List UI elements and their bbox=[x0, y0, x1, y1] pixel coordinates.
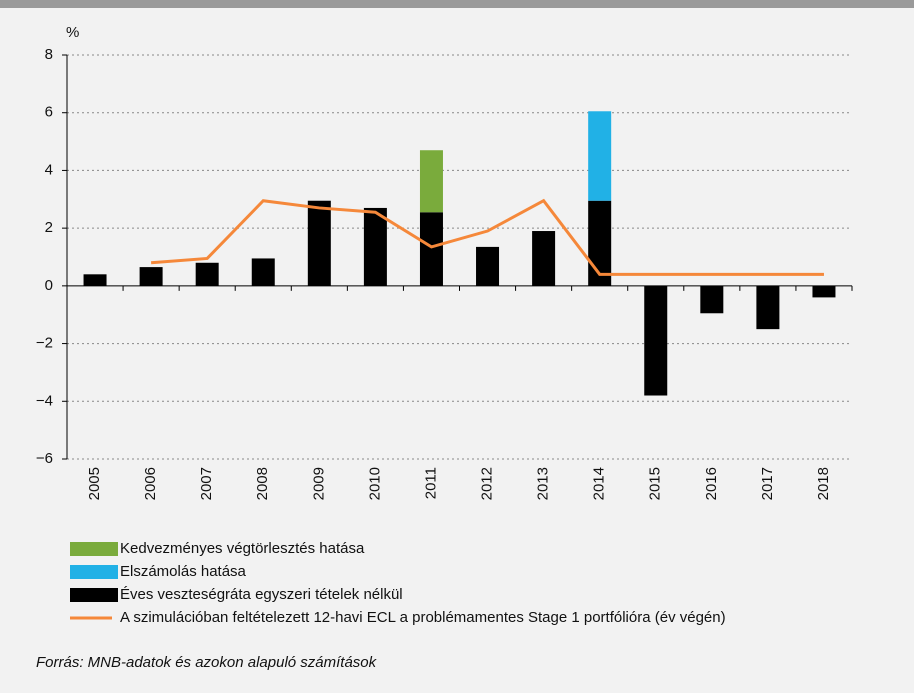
legend-swatch bbox=[70, 542, 118, 556]
y-tick-label: −2 bbox=[36, 335, 53, 352]
x-tick-label: 2007 bbox=[198, 467, 215, 500]
legend-label: A szimulációban feltételezett 12-havi EC… bbox=[120, 609, 726, 626]
bar bbox=[812, 285, 836, 298]
source: Forrás: MNB-adatok és azokon alapuló szá… bbox=[36, 654, 378, 671]
x-tick-label: 2013 bbox=[535, 467, 552, 500]
legend-label: Éves veszteségráta egyszeri tételek nélk… bbox=[120, 586, 403, 603]
bar bbox=[588, 111, 612, 201]
bar bbox=[251, 258, 275, 286]
legend-swatch bbox=[70, 588, 118, 602]
x-tick-label: 2016 bbox=[703, 467, 720, 500]
bar bbox=[307, 200, 331, 286]
bar bbox=[644, 285, 668, 396]
bar bbox=[83, 274, 107, 286]
legend-swatch bbox=[70, 565, 118, 579]
bar bbox=[139, 267, 163, 286]
bar bbox=[700, 285, 724, 314]
x-tick-label: 2011 bbox=[422, 467, 439, 499]
x-tick-label: 2014 bbox=[591, 467, 608, 500]
y-tick-label: 6 bbox=[45, 104, 53, 121]
x-tick-label: 2005 bbox=[86, 467, 103, 500]
y-tick-label: 8 bbox=[45, 46, 53, 63]
y-tick-label: 4 bbox=[45, 161, 53, 178]
bar bbox=[532, 231, 556, 286]
legend-label: Kedvezményes végtörlesztés hatása bbox=[120, 540, 365, 557]
top-bar bbox=[0, 0, 914, 8]
bar bbox=[363, 207, 387, 286]
y-tick-label: 2 bbox=[45, 219, 53, 236]
y-tick-label: −6 bbox=[36, 450, 53, 467]
bar bbox=[476, 246, 500, 286]
bar bbox=[756, 285, 780, 330]
x-tick-label: 2010 bbox=[366, 467, 383, 500]
bar bbox=[419, 150, 443, 213]
bar bbox=[419, 212, 443, 286]
bar bbox=[195, 262, 219, 286]
x-tick-label: 2017 bbox=[759, 467, 776, 500]
x-tick-label: 2012 bbox=[479, 467, 496, 500]
y-tick-label: 0 bbox=[45, 277, 53, 294]
x-tick-label: 2015 bbox=[647, 467, 664, 500]
x-tick-label: 2018 bbox=[815, 467, 832, 500]
x-tick-label: 2006 bbox=[142, 467, 159, 500]
x-tick-label: 2009 bbox=[310, 467, 327, 500]
y-tick-label: −4 bbox=[36, 392, 53, 409]
y-unit: % bbox=[66, 24, 79, 41]
line bbox=[150, 198, 824, 276]
legend-label: Elszámolás hatása bbox=[120, 563, 247, 580]
x-tick-label: 2008 bbox=[254, 467, 271, 500]
